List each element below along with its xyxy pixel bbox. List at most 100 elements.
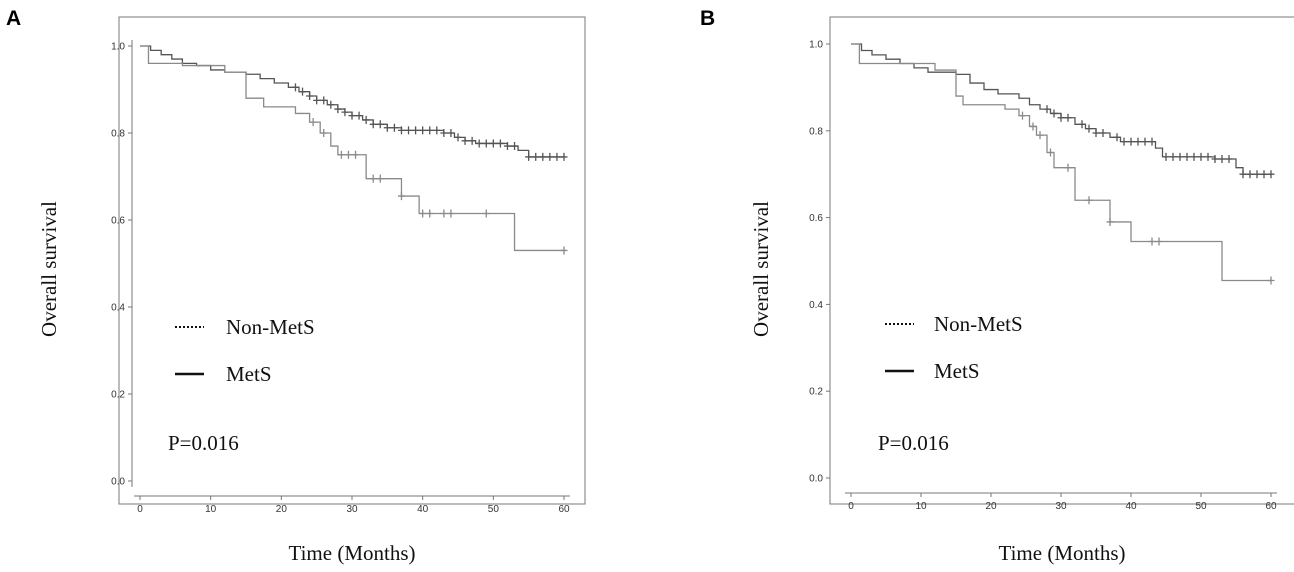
censor-mark-mets [1036, 131, 1044, 140]
censor-mark-non-mets [1043, 105, 1051, 114]
censor-mark-non-mets [1218, 155, 1226, 164]
x-axis-title-a: Time (Months) [289, 541, 416, 565]
censor-mark-non-mets [1183, 152, 1191, 161]
x-tick-label: 60 [1265, 501, 1277, 512]
censor-mark-non-mets [313, 96, 321, 105]
censor-mark-mets [337, 150, 345, 159]
censor-mark-mets [426, 209, 434, 218]
y-tick-label: 0.6 [111, 216, 125, 227]
censor-mark-non-mets [355, 111, 363, 120]
censor-mark-non-mets [1162, 152, 1170, 161]
x-tick-label: 40 [417, 504, 429, 515]
censor-mark-non-mets [1141, 137, 1149, 146]
censor-mark-non-mets [489, 139, 497, 148]
y-tick-label: 0.0 [809, 474, 823, 485]
censor-mark-non-mets [1176, 152, 1184, 161]
x-tick-label: 60 [558, 504, 570, 515]
censor-mark-non-mets [525, 152, 533, 161]
y-axis-title-b: Overall survival [749, 201, 773, 337]
p-value-b: P=0.016 [878, 431, 949, 455]
x-tick-label: 30 [1055, 501, 1067, 512]
censor-mark-mets [1267, 276, 1275, 285]
censor-mark-non-mets [1225, 155, 1233, 164]
legend-label-non-mets-a: Non-MetS [226, 315, 315, 339]
censor-mark-non-mets [1127, 137, 1135, 146]
censor-mark-non-mets [426, 126, 434, 135]
censor-mark-non-mets [327, 100, 335, 109]
censor-mark-non-mets [433, 126, 441, 135]
censor-mark-non-mets [334, 105, 342, 114]
x-tick-label: 20 [985, 501, 997, 512]
censor-mark-non-mets [383, 123, 391, 132]
censor-mark-non-mets [1211, 155, 1219, 164]
censor-mark-mets [320, 129, 328, 137]
censor-mark-non-mets [1204, 152, 1212, 161]
censor-mark-non-mets [1085, 124, 1093, 133]
censor-mark-mets [369, 174, 377, 183]
y-tick-label: 0.2 [809, 387, 823, 398]
censor-mark-non-mets [532, 152, 540, 161]
censor-mark-non-mets [1197, 152, 1205, 161]
censor-mark-mets [1148, 237, 1156, 246]
censor-mark-non-mets [1253, 170, 1261, 179]
x-tick-label: 50 [488, 504, 500, 515]
axes-a: 0.0 0.2 0.4 0.6 0.8 1.0 0 10 20 30 40 50 60 [111, 40, 570, 515]
censor-mark-non-mets [1134, 137, 1142, 146]
y-tick-label: 0.4 [111, 303, 125, 314]
censor-mark-non-mets [1190, 152, 1198, 161]
censor-mark-non-mets [1099, 128, 1107, 137]
x-tick-label: 0 [137, 504, 143, 515]
censor-mark-non-mets [461, 136, 469, 145]
censor-mark-mets [397, 192, 405, 201]
censor-mark-non-mets [320, 96, 328, 105]
survival-curve-mets-b [851, 43, 1271, 282]
x-tick-label: 10 [915, 501, 927, 512]
y-tick-label: 0.6 [809, 213, 823, 224]
panel-letter-b: B [700, 7, 715, 30]
censor-mark-non-mets [1050, 109, 1058, 118]
censor-mark-non-mets [546, 152, 554, 161]
panel-letter-a: A [6, 7, 21, 30]
censor-mark-mets [309, 118, 317, 127]
censor-mark-non-mets [475, 139, 483, 148]
axes-b: 0.0 0.2 0.4 0.6 0.8 1.0 0 10 20 30 40 50 60 [809, 38, 1277, 512]
censor-mark-non-mets [397, 126, 405, 135]
censor-mark-non-mets [1078, 120, 1086, 129]
censor-mark-non-mets [362, 115, 370, 124]
censor-mark-mets [1064, 163, 1072, 172]
y-tick-label: 0.8 [111, 129, 125, 140]
censor-mark-mets [376, 174, 384, 183]
censor-mark-non-mets [348, 111, 356, 120]
x-tick-label: 20 [276, 504, 288, 515]
censor-mark-non-mets [1120, 137, 1128, 146]
panel-b: B 0.0 0.2 0.4 0.6 0.8 1.0 0 10 20 30 40 50 60 Time (… [700, 7, 1294, 565]
survival-curve-mets-a [140, 45, 564, 252]
censor-mark-non-mets [511, 142, 519, 151]
y-tick-label: 0.0 [111, 477, 125, 488]
y-tick-label: 1.0 [111, 42, 125, 53]
censor-mark-non-mets [560, 152, 568, 161]
censor-mark-non-mets [1148, 137, 1156, 146]
censor-mark-mets [482, 209, 490, 218]
plot-frame-a [118, 16, 586, 505]
legend-b: Non-MetS MetS [885, 312, 1023, 383]
censor-mark-non-mets [447, 129, 455, 137]
censor-mark-mets [1155, 237, 1163, 246]
censor-mark-non-mets [376, 120, 384, 129]
censor-mark-mets [344, 150, 352, 159]
censor-mark-non-mets [1064, 113, 1072, 122]
censor-mark-non-mets [1246, 170, 1254, 179]
censor-mark-mets [440, 209, 448, 218]
censor-mark-non-mets [306, 92, 314, 101]
censor-mark-mets [419, 209, 427, 218]
censor-mark-non-mets [1267, 170, 1275, 179]
censor-mark-non-mets [496, 139, 504, 148]
censor-mark-non-mets [291, 83, 299, 92]
censor-mark-non-mets [1239, 170, 1247, 179]
censor-mark-non-mets [1113, 133, 1121, 142]
x-tick-label: 10 [205, 504, 217, 515]
censor-mark-mets [1019, 111, 1026, 120]
censor-mark-non-mets [553, 152, 561, 161]
censor-mark-non-mets [468, 136, 476, 145]
